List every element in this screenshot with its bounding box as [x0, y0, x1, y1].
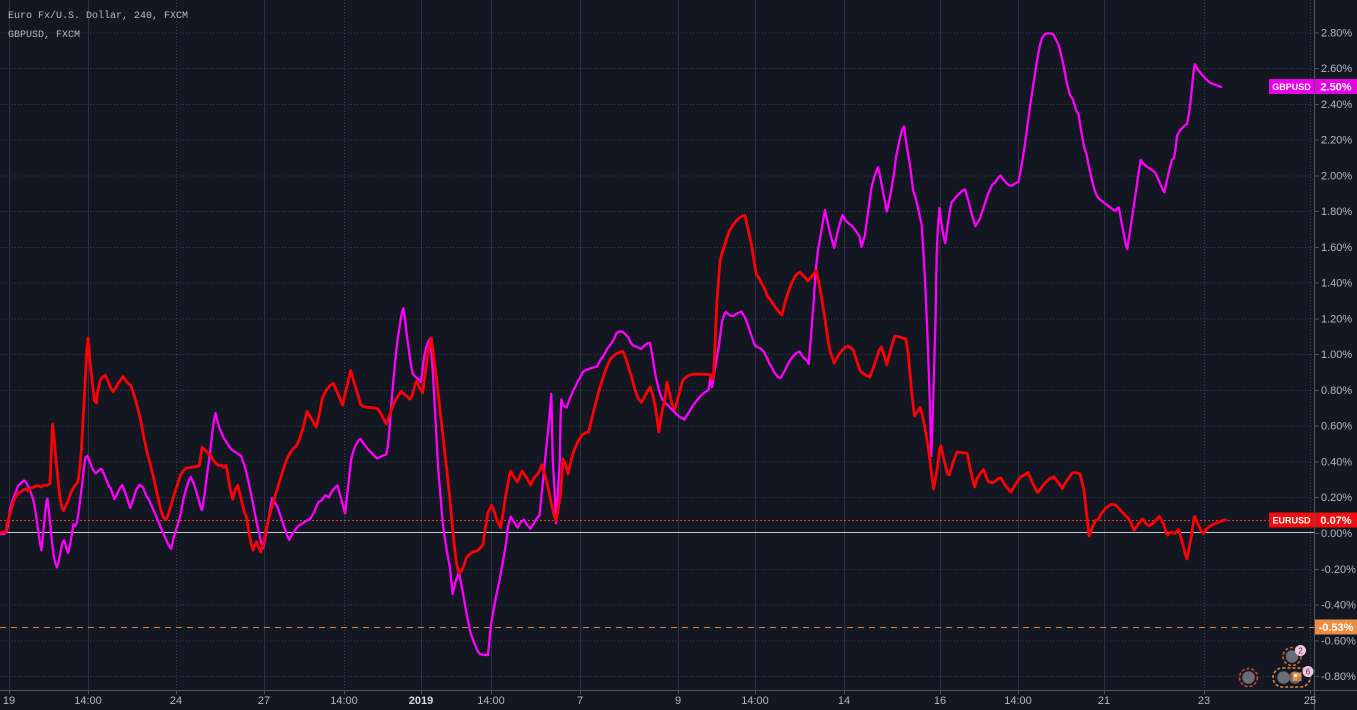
- svg-text:14:00: 14:00: [1004, 695, 1032, 707]
- svg-text:0.40%: 0.40%: [1321, 456, 1352, 468]
- svg-text:14: 14: [838, 695, 850, 707]
- svg-text:21: 21: [1098, 695, 1110, 707]
- svg-text:-0.80%: -0.80%: [1321, 671, 1356, 683]
- svg-text:2.20%: 2.20%: [1321, 135, 1352, 147]
- svg-text:7: 7: [577, 695, 583, 707]
- svg-text:1.00%: 1.00%: [1321, 349, 1352, 361]
- svg-text:0.80%: 0.80%: [1321, 385, 1352, 397]
- svg-text:1.60%: 1.60%: [1321, 242, 1352, 254]
- svg-text:2.80%: 2.80%: [1321, 27, 1352, 39]
- svg-text:16: 16: [934, 695, 946, 707]
- svg-text:-0.40%: -0.40%: [1321, 600, 1356, 612]
- svg-text:2.00%: 2.00%: [1321, 170, 1352, 182]
- svg-text:-0.53%: -0.53%: [1319, 622, 1354, 634]
- svg-text:0.00%: 0.00%: [1321, 528, 1352, 540]
- svg-text:9: 9: [675, 695, 681, 707]
- svg-text:14:00: 14:00: [477, 695, 505, 707]
- svg-text:EURUSD: EURUSD: [1272, 516, 1311, 526]
- svg-text:-0.20%: -0.20%: [1321, 564, 1356, 576]
- svg-text:0.60%: 0.60%: [1321, 421, 1352, 433]
- svg-text:27: 27: [258, 695, 270, 707]
- svg-text:14:00: 14:00: [741, 695, 769, 707]
- svg-text:GBPUSD: GBPUSD: [1272, 82, 1311, 92]
- svg-text:19: 19: [3, 695, 15, 707]
- svg-text:24: 24: [170, 695, 182, 707]
- svg-text:0.20%: 0.20%: [1321, 492, 1352, 504]
- svg-text:2019: 2019: [409, 695, 433, 707]
- svg-text:2.50%: 2.50%: [1320, 82, 1351, 94]
- svg-text:1.80%: 1.80%: [1321, 206, 1352, 218]
- svg-text:2: 2: [1298, 647, 1303, 656]
- svg-text:1.20%: 1.20%: [1321, 313, 1352, 325]
- svg-text:23: 23: [1198, 695, 1210, 707]
- svg-text:14:00: 14:00: [74, 695, 102, 707]
- svg-text:6: 6: [1306, 668, 1311, 677]
- svg-text:GBPUSD, FXCM: GBPUSD, FXCM: [8, 30, 80, 41]
- svg-text:-0.60%: -0.60%: [1321, 635, 1356, 647]
- svg-text:2.60%: 2.60%: [1321, 63, 1352, 75]
- svg-text:14:00: 14:00: [330, 695, 358, 707]
- svg-text:Euro Fx/U.S. Dollar, 240, FXCM: Euro Fx/U.S. Dollar, 240, FXCM: [8, 10, 188, 22]
- svg-text:25: 25: [1304, 695, 1316, 707]
- svg-text:1.40%: 1.40%: [1321, 278, 1352, 290]
- svg-text:0.07%: 0.07%: [1320, 515, 1351, 527]
- svg-text:2.40%: 2.40%: [1321, 99, 1352, 111]
